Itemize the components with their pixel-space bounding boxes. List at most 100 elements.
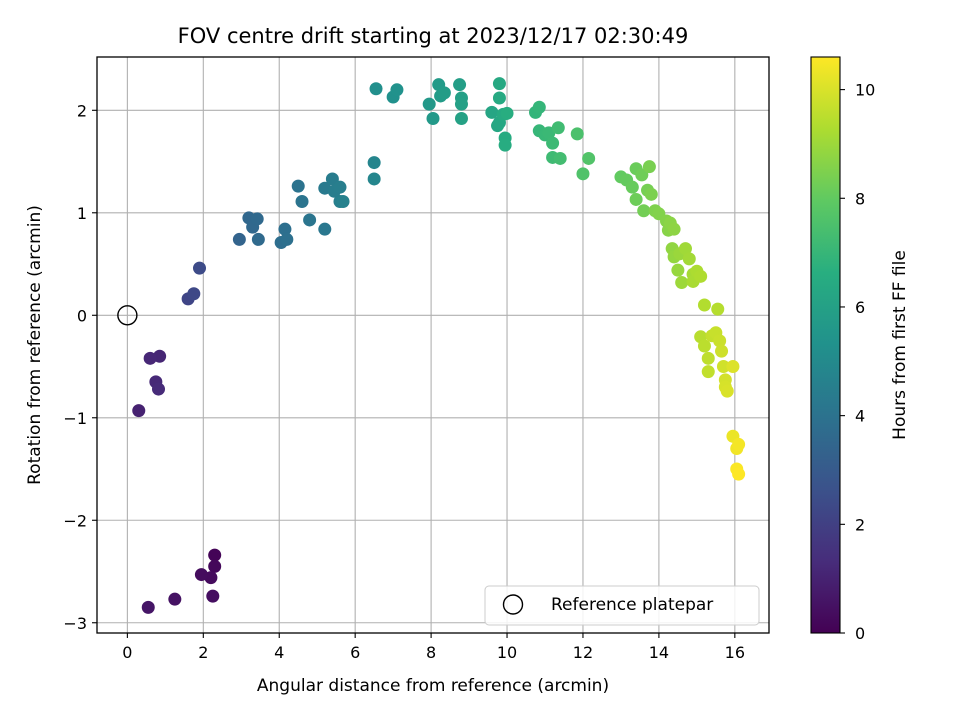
y-axis-label: Rotation from reference (arcmin): [25, 205, 45, 485]
data-point: [492, 77, 506, 91]
data-point: [551, 121, 565, 135]
data-point: [390, 83, 404, 97]
data-point: [437, 86, 451, 100]
data-point: [295, 195, 309, 209]
data-point: [675, 275, 689, 289]
legend-marker: [502, 594, 524, 615]
colorbar-tick-label: 8: [855, 189, 865, 208]
data-point: [576, 167, 590, 181]
data-point: [208, 559, 222, 573]
data-point: [485, 105, 499, 119]
data-point: [280, 232, 294, 246]
legend-label: Reference platepar: [551, 595, 713, 615]
data-point: [325, 172, 339, 186]
data-point: [697, 298, 711, 312]
x-axis-ticks: 0 2 4 6 8 10 12 14 16: [122, 633, 745, 662]
data-point: [570, 127, 584, 141]
data-point: [726, 360, 740, 374]
data-point: [454, 111, 468, 125]
data-point: [367, 172, 381, 186]
legend-box: [484, 585, 760, 626]
data-point: [453, 78, 467, 92]
data-point: [713, 334, 727, 348]
data-point: [642, 160, 656, 174]
data-point: [716, 360, 730, 374]
y-tick-label: −3: [63, 614, 87, 633]
reference-point: [117, 305, 138, 326]
colorbar-label: Hours from first FF file: [890, 250, 910, 440]
data-point: [629, 192, 643, 206]
data-point: [720, 384, 734, 398]
data-point: [251, 232, 265, 246]
data-point: [208, 548, 222, 562]
data-point: [582, 151, 596, 165]
data-point: [336, 195, 350, 209]
data-point: [143, 351, 157, 365]
x-tick-label: 16: [725, 643, 745, 662]
data-point: [193, 261, 207, 275]
reference-marker: [117, 305, 138, 326]
data-point: [291, 179, 305, 193]
y-tick-label: 2: [77, 101, 87, 120]
y-tick-label: −1: [63, 409, 87, 428]
grid: [97, 57, 769, 633]
colorbar-tick-label: 6: [855, 298, 865, 317]
data-point: [732, 437, 746, 451]
x-tick-label: 14: [649, 643, 669, 662]
data-point: [278, 222, 292, 236]
legend: Reference platepar: [484, 585, 760, 626]
data-point: [711, 302, 725, 316]
data-point: [644, 187, 658, 201]
y-tick-label: 0: [77, 306, 87, 325]
colorbar: [810, 56, 841, 634]
data-point: [303, 213, 317, 227]
data-point: [152, 382, 166, 396]
colorbar-tick-label: 0: [855, 624, 865, 643]
data-point: [141, 600, 155, 614]
data-point: [682, 252, 696, 266]
data-point: [422, 97, 436, 111]
data-point: [532, 100, 546, 114]
colorbar-tick-label: 4: [855, 407, 865, 426]
data-point: [369, 82, 383, 96]
data-point: [194, 568, 208, 582]
colorbar-ticks: 0 2 4 6 8 10: [840, 81, 875, 643]
data-point: [542, 126, 556, 140]
data-point: [426, 111, 440, 125]
y-axis-ticks: −3 −2 −1 0 1 2: [63, 101, 97, 633]
x-axis-label: Angular distance from reference (arcmin): [257, 676, 609, 696]
data-point: [697, 339, 711, 353]
data-point: [701, 351, 715, 365]
data-point: [678, 242, 692, 256]
x-tick-label: 10: [497, 643, 517, 662]
data-point: [318, 222, 332, 236]
x-tick-label: 4: [274, 643, 284, 662]
data-point: [701, 365, 715, 379]
data-point: [553, 151, 567, 165]
data-point: [671, 263, 685, 277]
data-point: [132, 404, 146, 418]
data-point: [498, 138, 512, 152]
x-tick-label: 2: [198, 643, 208, 662]
data-point: [250, 212, 264, 226]
colorbar-tick-label: 10: [855, 81, 875, 100]
data-point: [492, 91, 506, 105]
x-tick-label: 0: [122, 643, 132, 662]
data-point: [625, 180, 639, 194]
data-point: [637, 204, 651, 218]
data-point: [635, 168, 649, 182]
data-point: [168, 592, 182, 606]
data-point: [187, 287, 201, 301]
y-tick-label: 1: [77, 204, 87, 223]
data-point: [232, 232, 246, 246]
data-point: [546, 136, 560, 150]
data-point: [500, 106, 514, 120]
data-point: [206, 589, 220, 603]
data-point: [732, 467, 746, 481]
x-tick-label: 12: [573, 643, 593, 662]
data-point: [333, 180, 347, 194]
data-point: [454, 97, 468, 111]
y-tick-label: −2: [63, 511, 87, 530]
chart-title: FOV centre drift starting at 2023/12/17 …: [178, 24, 689, 48]
